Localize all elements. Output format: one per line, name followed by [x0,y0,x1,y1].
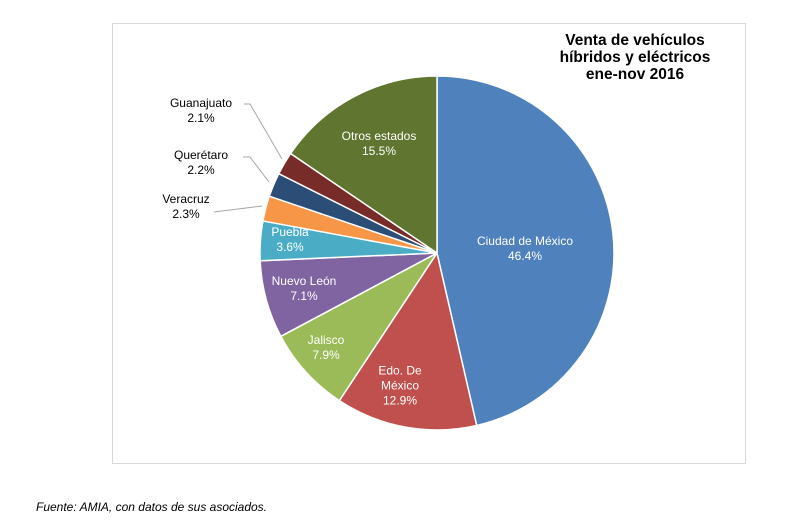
slice-label-jalisco: Jalisco 7.9% [307,333,345,362]
slice-label-nuevo-leon: Nuevo León 7.1% [271,274,337,303]
slice-label-puebla: Puebla 3.6% [271,225,309,254]
pie-slice-edo-de-mexico [338,251,478,431]
leader-line-queretaro [243,156,270,183]
chart-frame [112,23,746,464]
pie-slice-ciudad-de-mexico [436,75,615,427]
leader-line-veracruz [213,205,263,213]
pie-slice-otros-estados [289,75,438,255]
source-footnote: Fuente: AMIA, con datos de sus asociados… [36,500,268,514]
slice-label-queretaro: Querétaro 2.2% [173,148,229,177]
slice-label-cdmx: Ciudad de México 46.4% [476,234,574,263]
slice-label-guanajuato: Guanajuato 2.1% [169,96,233,125]
leader-line-guanajuato [244,103,283,160]
slice-label-veracruz: Veracruz 2.3% [162,192,210,221]
chart-title: Venta de vehículos híbridos y eléctricos… [559,32,711,83]
slice-label-edomex: Edo. De México 12.9% [378,363,422,408]
slice-label-otros: Otros estados 15.5% [341,129,417,158]
